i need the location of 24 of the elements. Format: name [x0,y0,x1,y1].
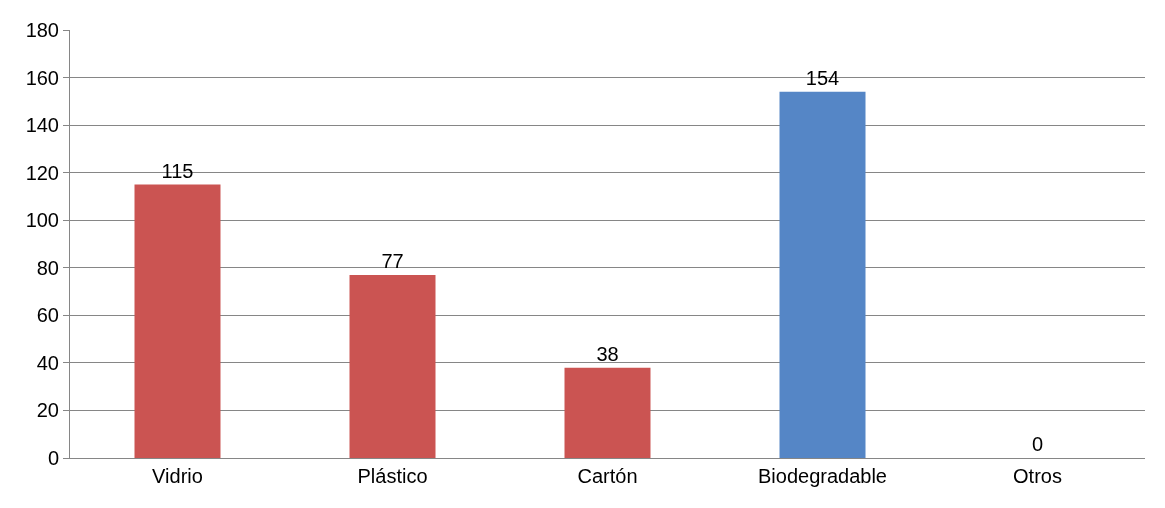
bar [349,274,436,458]
bar [564,367,651,458]
bar [779,91,866,458]
data-label: 115 [161,159,194,182]
y-tick-label: 140 [25,114,59,137]
bar [134,184,221,458]
x-tick-label: Otros [1013,465,1062,487]
y-tick-label: 180 [25,19,59,41]
data-label: 154 [805,66,840,89]
y-tick-label: 60 [36,304,59,327]
data-label: 38 [596,342,619,365]
data-label: 77 [381,249,404,272]
y-tick-label: 20 [36,399,59,422]
data-label: 0 [1031,433,1044,455]
y-tick-label: 100 [25,209,59,232]
y-tick-label: 40 [36,351,59,374]
y-tick-label: 160 [25,66,59,89]
y-tick-label: 80 [36,256,59,279]
x-tick-label: Plástico [357,465,428,487]
x-tick-label: Biodegradable [758,465,887,487]
y-tick-label: 120 [25,161,59,184]
y-tick-label: 0 [47,447,59,469]
x-tick-label: Vidrio [152,465,203,487]
x-tick-label: Cartón [577,465,638,487]
